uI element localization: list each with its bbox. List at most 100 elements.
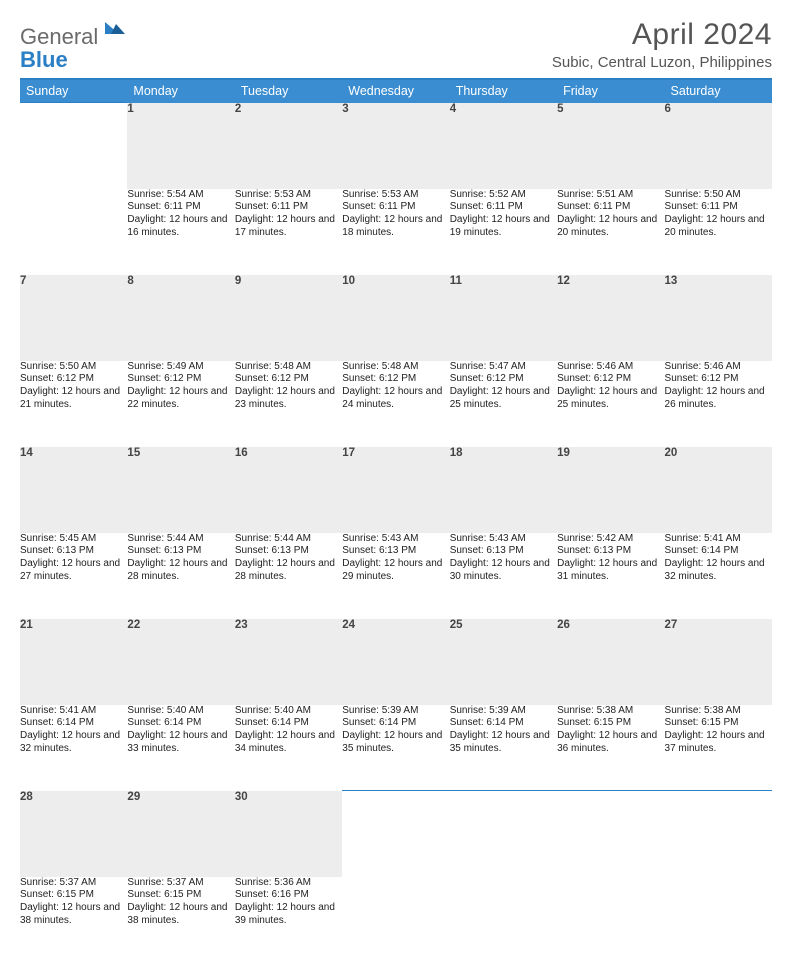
sunrise-line: Sunrise: 5:49 AM — [127, 361, 234, 374]
sunrise-line: Sunrise: 5:44 AM — [235, 533, 342, 546]
daylight-line: Daylight: 12 hours and 32 minutes. — [665, 558, 772, 584]
day-number: 9 — [235, 275, 342, 361]
title-block: April 2024 Subic, Central Luzon, Philipp… — [552, 18, 772, 71]
sunset-line: Sunset: 6:14 PM — [127, 717, 234, 730]
daylight-line: Daylight: 12 hours and 28 minutes. — [127, 558, 234, 584]
location: Subic, Central Luzon, Philippines — [552, 54, 772, 71]
sunrise-line: Sunrise: 5:43 AM — [450, 533, 557, 546]
sunset-line: Sunset: 6:13 PM — [450, 545, 557, 558]
sunrise-line: Sunrise: 5:48 AM — [342, 361, 449, 374]
day-cell: Sunrise: 5:46 AMSunset: 6:12 PMDaylight:… — [557, 361, 664, 447]
sunset-line: Sunset: 6:12 PM — [127, 373, 234, 386]
sunrise-line: Sunrise: 5:39 AM — [342, 705, 449, 718]
daylight-line: Daylight: 12 hours and 28 minutes. — [235, 558, 342, 584]
day-number: 29 — [127, 791, 234, 877]
day-content-row: Sunrise: 5:45 AMSunset: 6:13 PMDaylight:… — [20, 533, 772, 619]
sunrise-line: Sunrise: 5:50 AM — [20, 361, 127, 374]
daylight-line: Daylight: 12 hours and 38 minutes. — [20, 902, 127, 928]
weekday-header: Wednesday — [342, 79, 449, 103]
day-cell — [20, 189, 127, 275]
daylight-line: Daylight: 12 hours and 34 minutes. — [235, 730, 342, 756]
sunrise-line: Sunrise: 5:47 AM — [450, 361, 557, 374]
day-cell: Sunrise: 5:52 AMSunset: 6:11 PMDaylight:… — [450, 189, 557, 275]
day-number — [20, 103, 127, 189]
day-content-row: Sunrise: 5:41 AMSunset: 6:14 PMDaylight:… — [20, 705, 772, 791]
day-cell: Sunrise: 5:51 AMSunset: 6:11 PMDaylight:… — [557, 189, 664, 275]
sunset-line: Sunset: 6:11 PM — [342, 201, 449, 214]
day-cell: Sunrise: 5:43 AMSunset: 6:13 PMDaylight:… — [450, 533, 557, 619]
day-cell: Sunrise: 5:53 AMSunset: 6:11 PMDaylight:… — [235, 189, 342, 275]
sunrise-line: Sunrise: 5:45 AM — [20, 533, 127, 546]
day-content-row: Sunrise: 5:54 AMSunset: 6:11 PMDaylight:… — [20, 189, 772, 275]
day-number-row: 123456 — [20, 103, 772, 189]
sunrise-line: Sunrise: 5:37 AM — [20, 877, 127, 890]
day-number — [665, 791, 772, 877]
day-cell: Sunrise: 5:40 AMSunset: 6:14 PMDaylight:… — [127, 705, 234, 791]
sunset-line: Sunset: 6:12 PM — [450, 373, 557, 386]
daylight-line: Daylight: 12 hours and 16 minutes. — [127, 214, 234, 240]
sunset-line: Sunset: 6:15 PM — [20, 889, 127, 902]
day-number-row: 14151617181920 — [20, 447, 772, 533]
day-number: 12 — [557, 275, 664, 361]
sunset-line: Sunset: 6:11 PM — [450, 201, 557, 214]
daylight-line: Daylight: 12 hours and 21 minutes. — [20, 386, 127, 412]
weekday-header: Tuesday — [235, 79, 342, 103]
daylight-line: Daylight: 12 hours and 20 minutes. — [557, 214, 664, 240]
day-cell: Sunrise: 5:50 AMSunset: 6:12 PMDaylight:… — [20, 361, 127, 447]
daylight-line: Daylight: 12 hours and 24 minutes. — [342, 386, 449, 412]
day-cell: Sunrise: 5:39 AMSunset: 6:14 PMDaylight:… — [450, 705, 557, 791]
day-cell: Sunrise: 5:48 AMSunset: 6:12 PMDaylight:… — [342, 361, 449, 447]
day-number: 8 — [127, 275, 234, 361]
day-number: 18 — [450, 447, 557, 533]
daylight-line: Daylight: 12 hours and 29 minutes. — [342, 558, 449, 584]
day-number: 27 — [665, 619, 772, 705]
weekday-header: Friday — [557, 79, 664, 103]
sunrise-line: Sunrise: 5:41 AM — [20, 705, 127, 718]
day-cell: Sunrise: 5:43 AMSunset: 6:13 PMDaylight:… — [342, 533, 449, 619]
sunrise-line: Sunrise: 5:40 AM — [127, 705, 234, 718]
sunrise-line: Sunrise: 5:40 AM — [235, 705, 342, 718]
daylight-line: Daylight: 12 hours and 19 minutes. — [450, 214, 557, 240]
daylight-line: Daylight: 12 hours and 38 minutes. — [127, 902, 234, 928]
sunset-line: Sunset: 6:13 PM — [557, 545, 664, 558]
day-content-row: Sunrise: 5:50 AMSunset: 6:12 PMDaylight:… — [20, 361, 772, 447]
day-number: 23 — [235, 619, 342, 705]
sunset-line: Sunset: 6:11 PM — [665, 201, 772, 214]
day-cell: Sunrise: 5:45 AMSunset: 6:13 PMDaylight:… — [20, 533, 127, 619]
day-number: 20 — [665, 447, 772, 533]
sunset-line: Sunset: 6:11 PM — [127, 201, 234, 214]
day-number: 15 — [127, 447, 234, 533]
daylight-line: Daylight: 12 hours and 30 minutes. — [450, 558, 557, 584]
day-cell: Sunrise: 5:54 AMSunset: 6:11 PMDaylight:… — [127, 189, 234, 275]
logo-blue: Blue — [20, 47, 68, 72]
day-number: 3 — [342, 103, 449, 189]
sunset-line: Sunset: 6:11 PM — [557, 201, 664, 214]
day-number: 30 — [235, 791, 342, 877]
sunrise-line: Sunrise: 5:36 AM — [235, 877, 342, 890]
logo: General Blue — [20, 18, 125, 72]
day-number: 11 — [450, 275, 557, 361]
sunset-line: Sunset: 6:14 PM — [450, 717, 557, 730]
sunrise-line: Sunrise: 5:53 AM — [235, 189, 342, 202]
day-number: 21 — [20, 619, 127, 705]
day-number: 28 — [20, 791, 127, 877]
day-number-row: 282930 — [20, 791, 772, 877]
logo-text-block: General Blue — [20, 18, 125, 72]
day-cell: Sunrise: 5:37 AMSunset: 6:15 PMDaylight:… — [20, 877, 127, 963]
logo-general: General — [20, 24, 98, 49]
day-number: 1 — [127, 103, 234, 189]
day-cell — [450, 877, 557, 963]
sunrise-line: Sunrise: 5:37 AM — [127, 877, 234, 890]
day-cell: Sunrise: 5:41 AMSunset: 6:14 PMDaylight:… — [20, 705, 127, 791]
sunrise-line: Sunrise: 5:52 AM — [450, 189, 557, 202]
day-cell: Sunrise: 5:44 AMSunset: 6:13 PMDaylight:… — [235, 533, 342, 619]
day-number: 24 — [342, 619, 449, 705]
sunset-line: Sunset: 6:16 PM — [235, 889, 342, 902]
daylight-line: Daylight: 12 hours and 35 minutes. — [342, 730, 449, 756]
sunset-line: Sunset: 6:14 PM — [342, 717, 449, 730]
sunrise-line: Sunrise: 5:38 AM — [665, 705, 772, 718]
day-cell: Sunrise: 5:38 AMSunset: 6:15 PMDaylight:… — [557, 705, 664, 791]
day-number: 2 — [235, 103, 342, 189]
day-cell — [342, 877, 449, 963]
sunset-line: Sunset: 6:12 PM — [342, 373, 449, 386]
